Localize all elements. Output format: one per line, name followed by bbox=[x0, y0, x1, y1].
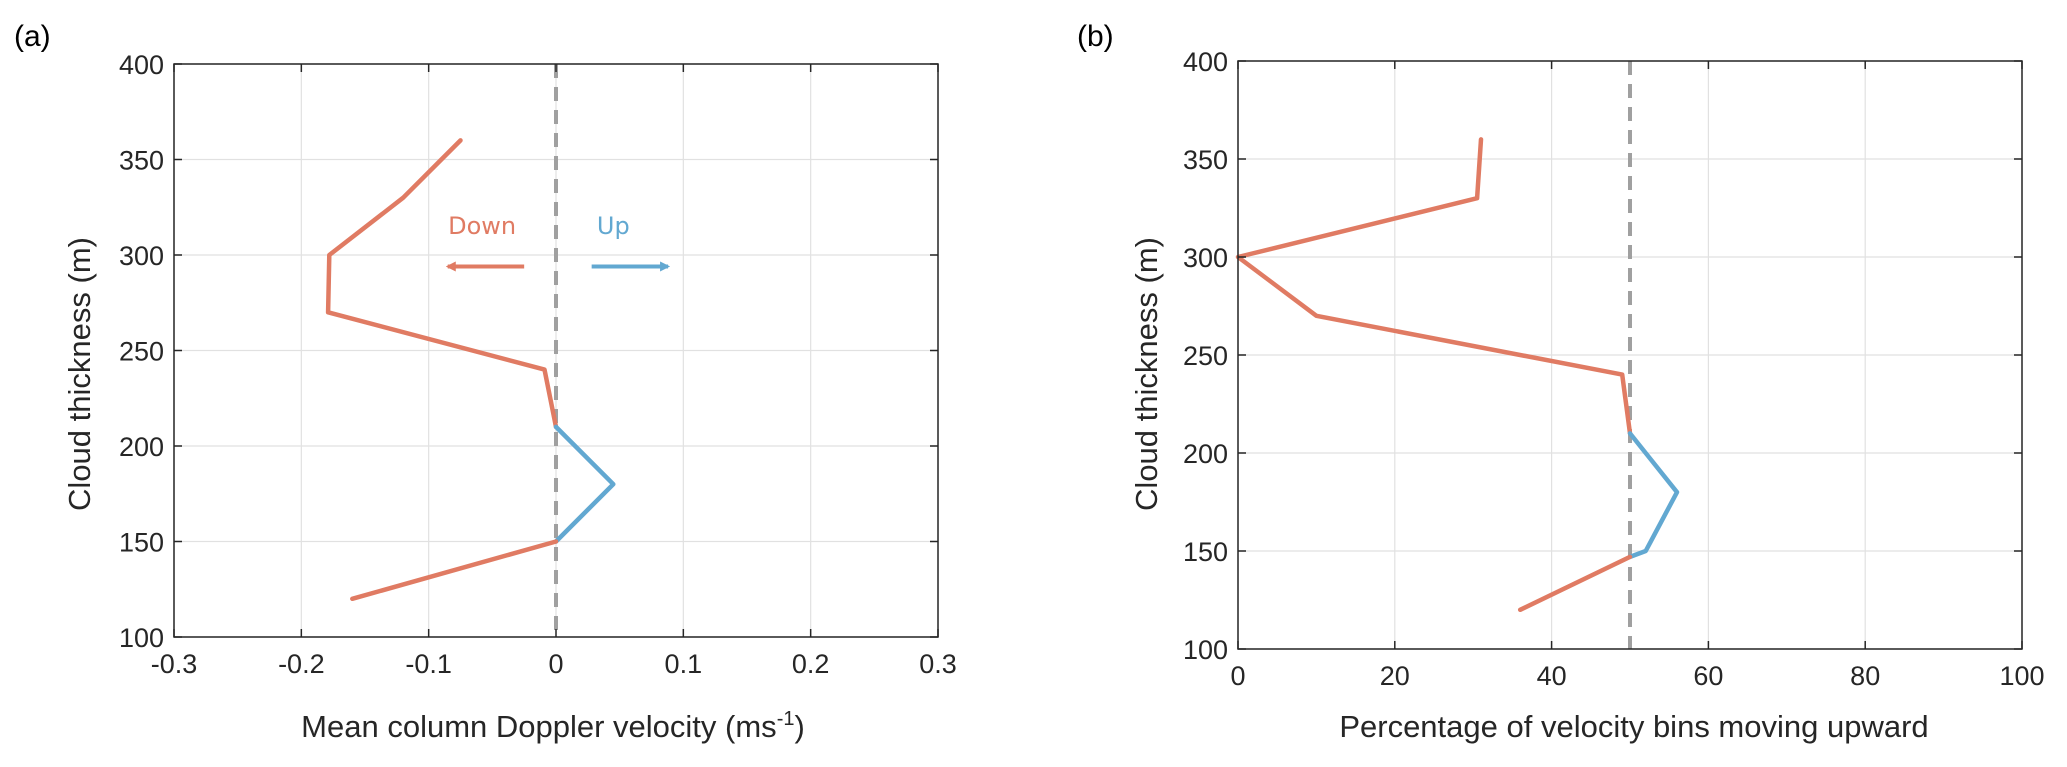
series-b bbox=[1235, 137, 1680, 613]
y-tick-label: 150 bbox=[119, 528, 164, 558]
y-tick-label: 100 bbox=[119, 623, 164, 653]
x-axis-label-b: Percentage of velocity bins moving upwar… bbox=[1339, 709, 1928, 744]
x-tick-label: 20 bbox=[1380, 661, 1410, 691]
annotation-label-up: Up bbox=[597, 212, 630, 240]
x-axis-label-a: Mean column Doppler velocity (ms-1) bbox=[301, 708, 805, 744]
y-tick-label: 200 bbox=[119, 432, 164, 462]
x-tick-label: 0 bbox=[548, 649, 563, 679]
x-tick-label: 40 bbox=[1537, 661, 1567, 691]
y-axis-label-a: Cloud thickness (m) bbox=[62, 237, 97, 511]
x-tick-label: 60 bbox=[1693, 661, 1723, 691]
x-tick-label: -0.1 bbox=[405, 649, 452, 679]
y-tick-label: 200 bbox=[1183, 439, 1228, 469]
x-tick-label: 0.3 bbox=[919, 649, 957, 679]
y-tick-label: 250 bbox=[119, 337, 164, 367]
y-tick-label: 350 bbox=[1183, 145, 1228, 175]
y-tick-label: 300 bbox=[1183, 243, 1228, 273]
x-tick-label: -0.3 bbox=[151, 649, 198, 679]
x-tick-label: 0.2 bbox=[792, 649, 830, 679]
series-line-down bbox=[350, 539, 559, 602]
series-line-down bbox=[1517, 554, 1633, 613]
y-tick-label: 350 bbox=[119, 146, 164, 176]
x-tick-label: 0.1 bbox=[665, 649, 703, 679]
x-tick-label: 80 bbox=[1850, 661, 1880, 691]
annotations-a: Down Up bbox=[445, 212, 671, 272]
x-ticks-b: 0 20 40 60 80 100 bbox=[1230, 61, 2045, 691]
x-tick-label: 0 bbox=[1230, 661, 1245, 691]
grid-b bbox=[1237, 60, 2023, 650]
y-axis-label-b: Cloud thickness (m) bbox=[1129, 237, 1164, 511]
y-tick-label: 150 bbox=[1183, 537, 1228, 567]
series-line-down bbox=[1235, 137, 1633, 436]
y-ticks-a: 100 150 200 250 300 350 400 bbox=[119, 50, 938, 653]
annotation-label-down: Down bbox=[448, 212, 516, 240]
series-a bbox=[325, 138, 616, 602]
series-line-down bbox=[325, 138, 559, 430]
y-tick-label: 400 bbox=[119, 50, 164, 80]
panel-label-b: (b) bbox=[1077, 20, 1114, 53]
y-tick-label: 100 bbox=[1183, 635, 1228, 665]
x-ticks-a: -0.3 -0.2 -0.1 0 0.1 0.2 0.3 bbox=[151, 64, 957, 679]
x-tick-label: 100 bbox=[1999, 661, 2044, 691]
y-tick-label: 300 bbox=[119, 241, 164, 271]
x-tick-label: -0.2 bbox=[278, 649, 325, 679]
series-line-up bbox=[553, 424, 616, 544]
y-ticks-b: 100 150 200 250 300 350 400 bbox=[1183, 47, 2022, 665]
series-line-up bbox=[1627, 431, 1680, 560]
chart-panel-b: (b) 0 20 40 60 80 100 100 150 200 250 300 350 400 P… bbox=[1077, 20, 2045, 744]
y-tick-label: 250 bbox=[1183, 341, 1228, 371]
chart-panel-a: (a) -0.3 -0.2 -0.1 0 0.1 0.2 0.3 100 150 200 250 3… bbox=[14, 20, 957, 744]
y-tick-label: 400 bbox=[1183, 47, 1228, 77]
panel-label-a: (a) bbox=[14, 20, 51, 53]
